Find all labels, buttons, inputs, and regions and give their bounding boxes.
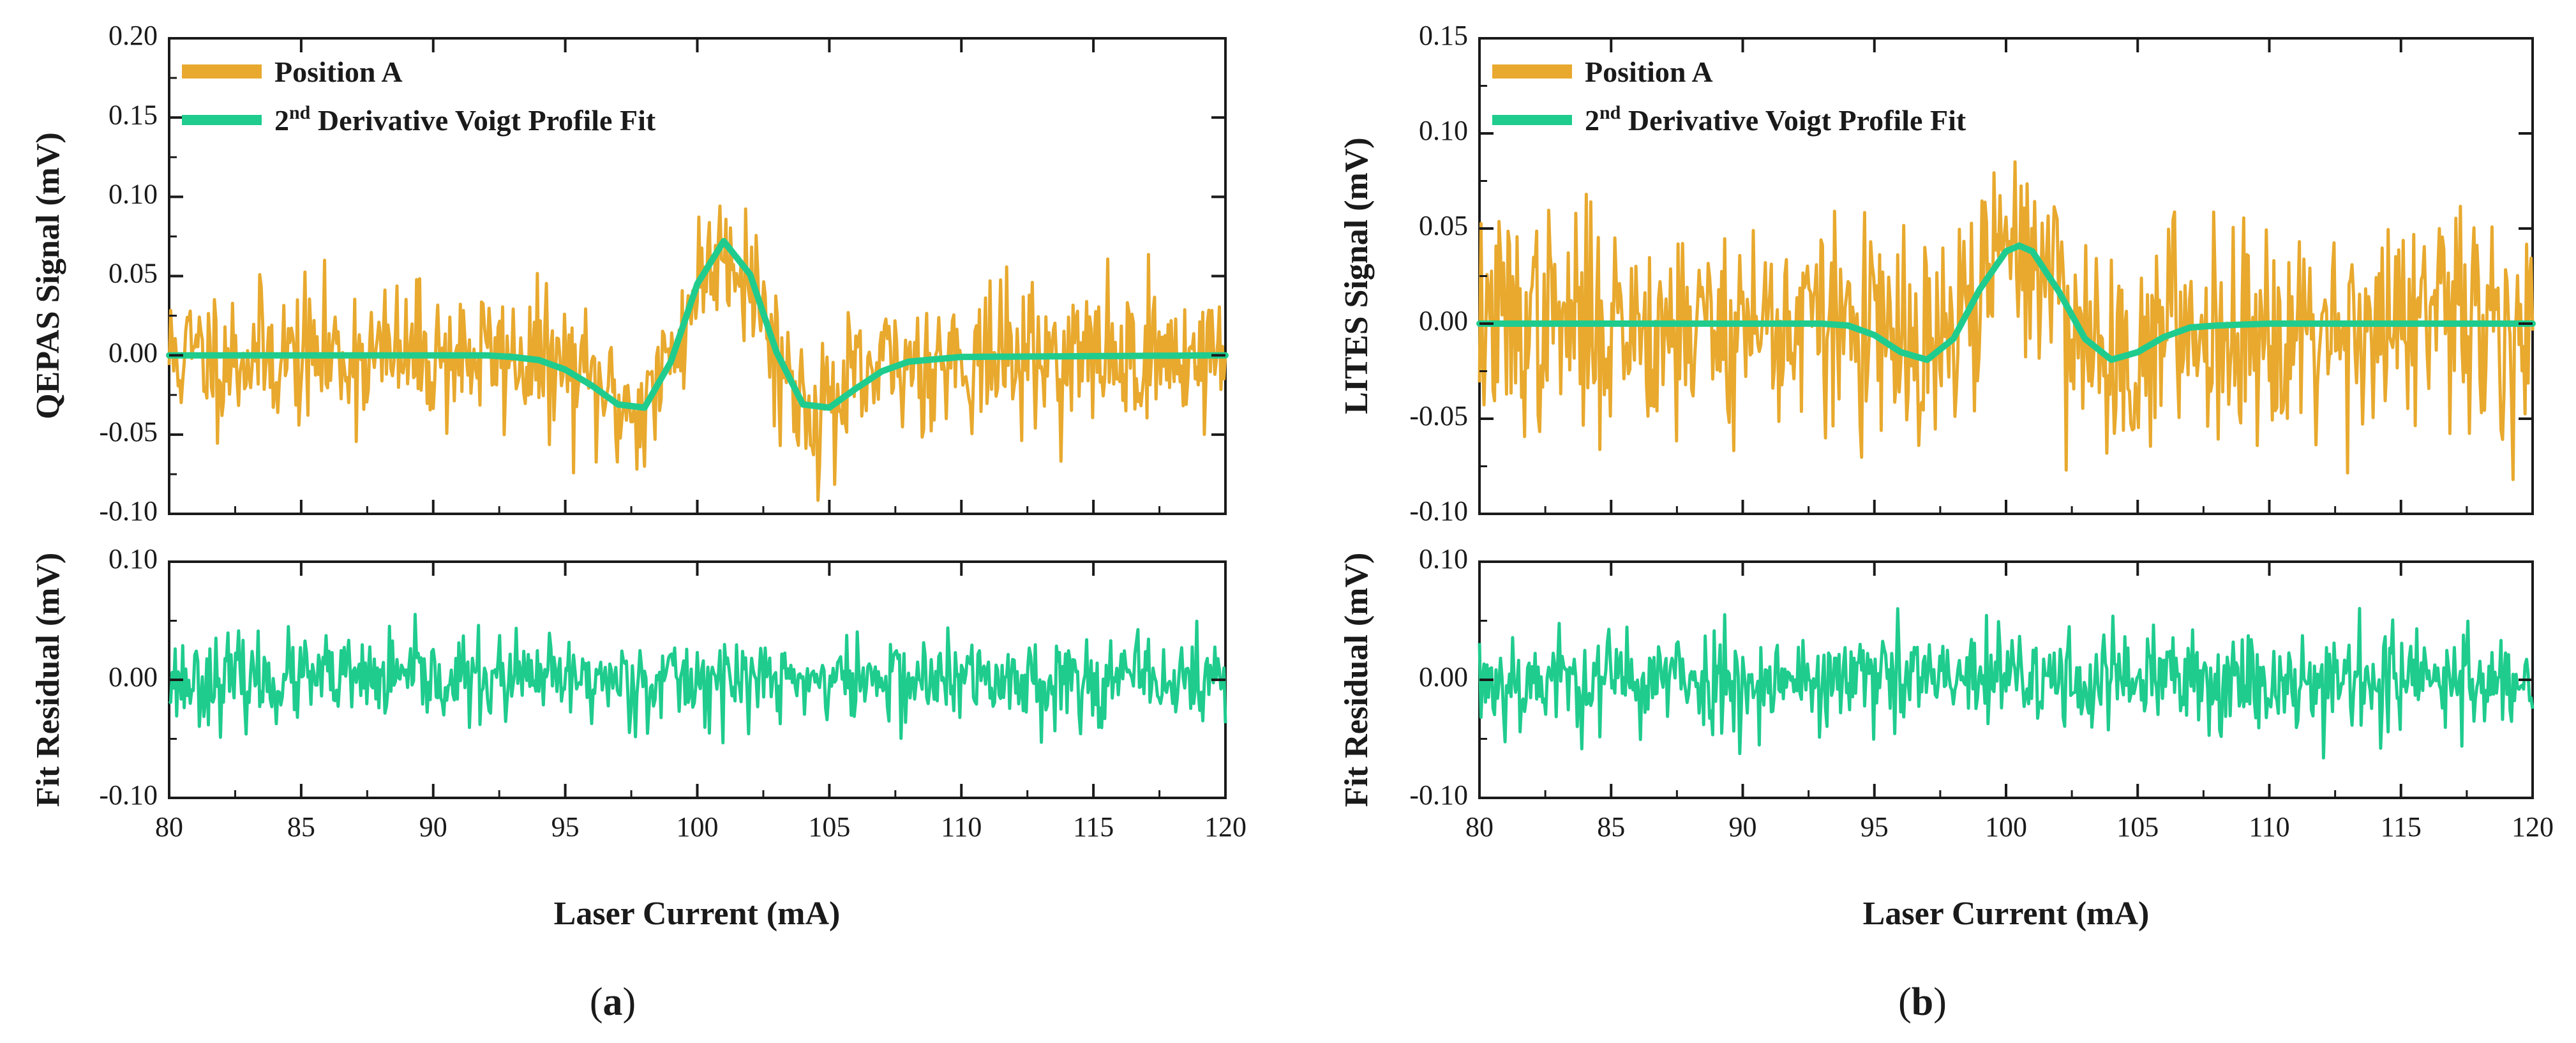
- panel-b-bottom-series: [1478, 606, 2535, 760]
- panel-a-caption: (a): [590, 980, 636, 1024]
- residual-trace: [1478, 606, 2535, 760]
- y-tick-label: 0.05: [1419, 210, 1468, 241]
- y-tick-label: 0.10: [109, 178, 158, 209]
- legend-signal-label: Position A: [274, 56, 403, 88]
- legend-fit-suffix: Derivative Voigt Profile Fit: [1621, 104, 1966, 137]
- signal-trace: [167, 204, 1227, 502]
- x-tick-label: 100: [1985, 811, 2027, 843]
- x-tick-label: 105: [2116, 811, 2159, 843]
- y-tick-label: -0.05: [99, 416, 158, 447]
- panel-a-top-yticks: 0.20 0.15 0.10 0.05 0.00 -0.05 -0.10: [99, 20, 1225, 527]
- y-tick-label: 0.00: [109, 661, 158, 693]
- x-tick-label: 85: [287, 811, 315, 843]
- panel-b-legend: Position A 2nd Derivative Voigt Profile …: [1492, 56, 1966, 137]
- x-tick-label: 105: [808, 811, 850, 843]
- y-tick-label: 0.10: [109, 543, 158, 574]
- legend-signal-label: Position A: [1585, 56, 1713, 88]
- y-tick-label: -0.05: [1409, 400, 1468, 431]
- y-tick-label: -0.10: [99, 779, 158, 811]
- panel-b: 0.15 0.10 0.05 0.00 -0.05 -0.10 LITES Signal …: [1338, 20, 2554, 1024]
- panel-b-xlabel: Laser Current (mA): [1863, 896, 2150, 932]
- y-tick-label: 0.05: [109, 258, 158, 289]
- panel-a-bottom-series: [168, 613, 1227, 745]
- x-tick-label: 95: [551, 811, 580, 843]
- panel-a: 0.20 0.15 0.10 0.05 0.00 -0.05 -0.10 QEPAS Sig…: [30, 20, 1247, 1024]
- y-tick-label: 0.00: [1419, 305, 1468, 336]
- panel-a-bottom-plot: 0.10 0.00 -0.10 80 85 90 95 100 105 110 115 120 Fi…: [30, 38, 1247, 843]
- panel-b-top-yticks: 0.15 0.10 0.05 0.00 -0.05 -0.10: [1409, 20, 2533, 527]
- x-tick-label: 115: [1073, 811, 1114, 843]
- panel-b-xticks: 80 85 90 95 100 105 110 115 120: [1465, 38, 2554, 843]
- panel-a-xticks: 80 85 90 95 100 105 110 115 120: [155, 38, 1247, 843]
- panel-a-xlabel: Laser Current (mA): [554, 896, 841, 932]
- signal-trace: [1478, 160, 2535, 481]
- x-tick-label: 80: [155, 811, 183, 843]
- fit-curve: [1476, 242, 2536, 363]
- panel-a-legend: Position A 2nd Derivative Voigt Profile …: [182, 56, 656, 137]
- panel-b-bottom-plot: 0.10 0.00 -0.10 80 85 90 95 100 105 110 115 120 Fi…: [1338, 38, 2554, 843]
- x-tick-label: 90: [419, 811, 447, 843]
- y-tick-label: 0.20: [109, 20, 158, 51]
- panel-b-caption: (b): [1898, 980, 1947, 1024]
- panel-a-top-plot: 0.20 0.15 0.10 0.05 0.00 -0.05 -0.10 QEPAS Sig…: [30, 20, 1229, 527]
- panel-b-bottom-ylabel: Fit Residual (mV): [1338, 553, 1375, 807]
- x-tick-label: 95: [1861, 811, 1889, 843]
- legend-fit-sup: nd: [1599, 102, 1621, 123]
- x-tick-label: 120: [1204, 811, 1247, 843]
- x-tick-label: 80: [1465, 811, 1494, 843]
- legend-fit-sup: nd: [289, 102, 311, 123]
- fit-curve: [166, 237, 1229, 411]
- x-tick-label: 110: [2249, 811, 2289, 843]
- panel-a-top-ylabel: QEPAS Signal (mV): [30, 132, 66, 419]
- y-tick-label: 0.15: [1419, 20, 1468, 51]
- panel-b-top-series: [1476, 160, 2536, 481]
- residual-trace: [168, 613, 1227, 745]
- x-tick-label: 100: [677, 811, 719, 843]
- panel-a-top-series: [166, 204, 1229, 502]
- legend-fit-label: 2nd Derivative Voigt Profile Fit: [274, 102, 656, 137]
- legend-fit-label: 2nd Derivative Voigt Profile Fit: [1585, 102, 1966, 137]
- x-tick-label: 90: [1729, 811, 1757, 843]
- y-tick-label: -0.10: [99, 495, 158, 527]
- y-tick-label: 0.10: [1419, 543, 1468, 574]
- y-tick-label: 0.00: [109, 337, 158, 368]
- x-tick-label: 110: [941, 811, 982, 843]
- legend-fit-prefix: 2: [274, 104, 289, 137]
- y-tick-label: 0.00: [1419, 661, 1468, 693]
- x-tick-label: 85: [1597, 811, 1625, 843]
- panel-b-top-ylabel: LITES Signal (mV): [1338, 137, 1375, 414]
- legend-fit-suffix: Derivative Voigt Profile Fit: [310, 104, 655, 137]
- x-tick-label: 120: [2512, 811, 2554, 843]
- y-tick-label: -0.10: [1409, 495, 1468, 527]
- panel-a-bottom-yticks: 0.10 0.00 -0.10: [99, 543, 1225, 811]
- y-tick-label: 0.15: [109, 99, 158, 130]
- panel-a-bottom-ylabel: Fit Residual (mV): [30, 553, 66, 807]
- y-tick-label: -0.10: [1409, 779, 1468, 811]
- x-tick-label: 115: [2381, 811, 2422, 843]
- legend-fit-prefix: 2: [1585, 104, 1599, 137]
- panel-b-bottom-yticks: 0.10 0.00 -0.10: [1409, 543, 2533, 811]
- panel-b-top-plot: 0.15 0.10 0.05 0.00 -0.05 -0.10 LITES Signal …: [1338, 20, 2536, 527]
- y-tick-label: 0.10: [1419, 115, 1468, 146]
